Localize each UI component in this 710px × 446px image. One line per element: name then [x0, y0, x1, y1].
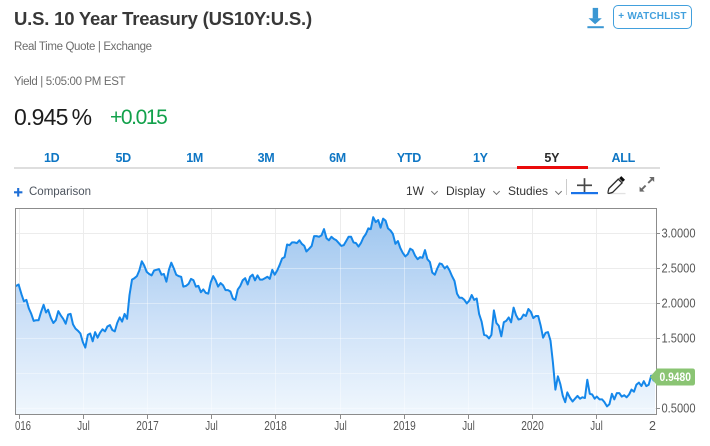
svg-text:Jul: Jul — [334, 419, 347, 433]
svg-text:2: 2 — [649, 419, 656, 433]
svg-text:3.0000: 3.0000 — [662, 227, 696, 241]
svg-text:016: 016 — [15, 419, 31, 433]
svg-text:2.0000: 2.0000 — [662, 297, 696, 311]
svg-text:Jul: Jul — [205, 419, 218, 433]
svg-text:0.5000: 0.5000 — [662, 402, 696, 416]
svg-text:0.9480: 0.9480 — [660, 372, 692, 384]
svg-text:2020: 2020 — [521, 419, 544, 433]
svg-text:Jul: Jul — [590, 419, 603, 433]
svg-text:2017: 2017 — [136, 419, 159, 433]
svg-text:2.5000: 2.5000 — [662, 262, 696, 276]
svg-text:Jul: Jul — [77, 419, 90, 433]
svg-text:2018: 2018 — [264, 419, 287, 433]
svg-text:1.5000: 1.5000 — [662, 332, 696, 346]
svg-text:Jul: Jul — [462, 419, 475, 433]
svg-text:2019: 2019 — [393, 419, 416, 433]
